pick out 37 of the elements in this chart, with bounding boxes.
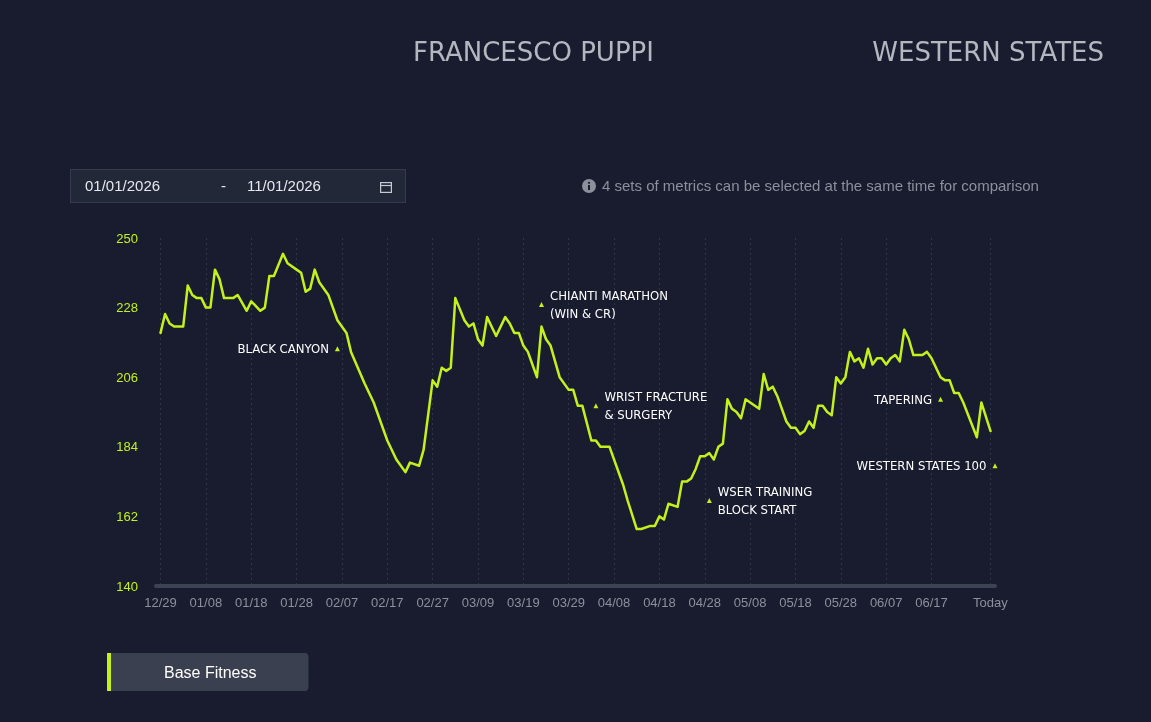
text: Base Fitness <box>164 663 257 681</box>
chart-subtitle: WESTERN STATES <box>872 37 1105 67</box>
annotation: WRIST FRACTURE & SURGERY <box>604 389 708 423</box>
x-tick-label: 04/28 <box>688 595 722 610</box>
x-tick-label: 04/08 <box>597 595 631 610</box>
annotation: BLACK CANYON <box>237 341 329 357</box>
x-tick-label: 03/19 <box>507 595 540 610</box>
x-tick-label: 06/17 <box>915 595 948 610</box>
x-tick-label: 01/18 <box>234 595 268 610</box>
x-tick-label: 05/28 <box>824 595 858 610</box>
line-series <box>159 252 992 531</box>
x-tick-label: 01/08 <box>189 595 223 610</box>
annotation: CHIANTI MARATHON (WIN & CR) <box>549 287 669 321</box>
y-tick-label: 228 <box>116 300 138 316</box>
text: 01/01/2026 - 11/01/2026 <box>85 177 321 194</box>
x-tick-label: 06/07 <box>869 595 903 610</box>
chart-title: FRANCESCO PUPPI <box>413 37 654 67</box>
y-tick-label: 250 <box>116 230 138 246</box>
text: 4 sets of metrics can be selected at the same time for comparison <box>602 177 1039 194</box>
x-tick-label: 04/18 <box>643 595 676 610</box>
y-tick-label: 184 <box>116 439 138 455</box>
x-tick-label: Today <box>973 595 1009 610</box>
x-tick-label: 02/27 <box>416 595 449 610</box>
x-tick-label: 05/08 <box>733 595 767 610</box>
y-tick-label: 206 <box>116 369 138 385</box>
y-tick-label: 162 <box>116 508 138 524</box>
x-tick-label: 12/29 <box>144 595 177 610</box>
x-tick-label: 01/28 <box>280 595 313 610</box>
annotation: TAPERING <box>873 391 933 407</box>
annotation: WESTERN STATES 100 <box>856 458 987 474</box>
x-tick-label: 03/09 <box>461 595 495 610</box>
x-tick-label: 03/29 <box>552 595 585 610</box>
x-tick-label: 02/07 <box>325 595 359 610</box>
annotation: WSER TRAINING BLOCK START <box>717 484 813 518</box>
y-tick-label: 140 <box>116 578 138 594</box>
x-tick-label: 05/18 <box>779 595 812 610</box>
x-tick-label: 02/17 <box>371 595 404 610</box>
